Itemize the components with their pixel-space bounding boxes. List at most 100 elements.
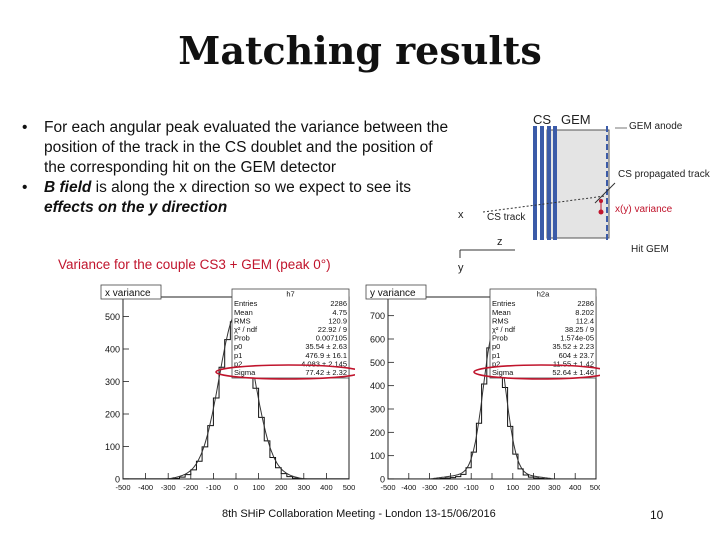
bullet-item-2: • B field is along the x direction so we… <box>22 178 452 218</box>
x-tick-label: 0 <box>490 483 494 492</box>
cs-propagated-line <box>594 182 616 204</box>
x-tick-label: 300 <box>548 483 561 492</box>
histogram-title: y variance <box>370 288 416 299</box>
stats-value: 2286 <box>330 299 347 308</box>
stats-key: χ² / ndf <box>234 325 258 334</box>
title-frame <box>100 284 162 300</box>
cs-track-line <box>482 195 606 213</box>
stats-value: 0.007105 <box>316 334 347 343</box>
slide-title: Matching results <box>178 28 542 73</box>
x-tick-label: -100 <box>464 483 479 492</box>
stats-value: 2286 <box>577 299 594 308</box>
stats-key: Sigma <box>492 368 514 377</box>
x-tick-label: 200 <box>527 483 540 492</box>
stats-histname: h2a <box>537 290 550 299</box>
sigma-highlight-ellipse <box>215 364 355 380</box>
stats-key: Mean <box>234 308 253 317</box>
stats-key: χ² / ndf <box>492 325 516 334</box>
gem-plane-1 <box>547 126 551 240</box>
stats-value: 38.25 / 9 <box>565 325 594 334</box>
gem-box <box>546 129 610 239</box>
y-tick-label: 400 <box>105 345 120 355</box>
histogram-title: x variance <box>105 288 151 299</box>
x-tick-label: -300 <box>161 483 176 492</box>
cs-plane-2 <box>540 126 544 240</box>
axis-x-label: x <box>458 209 464 221</box>
stats-frame <box>489 288 597 379</box>
stats-frame <box>231 288 350 379</box>
stats-value: 35.52 ± 2.23 <box>552 342 594 351</box>
stats-box: h2a Entries 2286 Mean 8.202 RMS 112.4 χ² / ndf 3… <box>473 288 600 380</box>
stats-value: 4.75 <box>332 308 347 317</box>
label-gem-anode: GEM anode <box>629 121 683 132</box>
x-tick-label: 100 <box>507 483 520 492</box>
x-tick-label: 500 <box>343 483 355 492</box>
y-tick-label: 500 <box>105 312 120 322</box>
stats-key: p2 <box>234 359 242 368</box>
page-number: 10 <box>650 508 664 522</box>
stats-box: h7 Entries 2286 Mean 4.75 RMS 120.9 χ² / ndf 22.… <box>215 288 355 380</box>
stats-value: 11.55 ± 1.42 <box>553 359 594 368</box>
y-tick-label: 500 <box>370 358 385 368</box>
x-tick-label: 400 <box>569 483 582 492</box>
bullet-emph-effects: effects on the y direction <box>44 199 228 216</box>
stats-value: 8.202 <box>575 308 594 317</box>
stats-key: p2 <box>492 359 500 368</box>
label-cs-propagated: CS propagated track <box>618 169 711 180</box>
y-tick-label: 300 <box>370 405 385 415</box>
stats-value: 77.42 ± 2.32 <box>305 368 347 377</box>
x-tick-label: 100 <box>252 483 265 492</box>
stats-key: p0 <box>492 342 500 351</box>
stats-key: Prob <box>492 334 508 343</box>
stats-value: 4.083 ± 2.145 <box>301 359 347 368</box>
x-tick-label: -200 <box>443 483 458 492</box>
stats-value: 1.574e-05 <box>560 334 594 343</box>
bullet-dot: • <box>22 179 28 196</box>
y-tick-label: 0 <box>115 475 120 485</box>
stats-key: RMS <box>492 316 509 325</box>
stats-key: RMS <box>234 316 251 325</box>
stats-key: p1 <box>492 351 500 360</box>
footer-text: 8th SHiP Collaboration Meeting - London … <box>222 508 496 520</box>
stats-value: 120.9 <box>328 316 347 325</box>
stats-value: 604 ± 23.7 <box>559 351 594 360</box>
x-tick-label: -100 <box>206 483 221 492</box>
x-tick-label: 200 <box>275 483 288 492</box>
stats-value: 35.54 ± 2.63 <box>305 342 347 351</box>
label-variance: x(y) variance <box>615 204 673 215</box>
y-tick-label: 100 <box>370 451 385 461</box>
x-tick-label: 400 <box>320 483 333 492</box>
stats-value: 22.92 / 9 <box>318 325 347 334</box>
bullet-dot: • <box>22 119 28 136</box>
stats-key: Entries <box>492 299 516 308</box>
plot-caption: Variance for the couple CS3 + GEM (peak … <box>58 257 331 272</box>
bullet-list: • For each angular peak evaluated the va… <box>22 118 452 218</box>
stats-key: p1 <box>234 351 242 360</box>
x-tick-label: -300 <box>422 483 437 492</box>
stats-key: Entries <box>234 299 258 308</box>
x-tick-label: -200 <box>183 483 198 492</box>
x-tick-label: 300 <box>298 483 311 492</box>
y-tick-label: 200 <box>370 428 385 438</box>
label-cs-track: CS track <box>487 212 526 223</box>
label-hit-gem: Hit GEM <box>631 244 669 255</box>
bullet-emph-b-field: B field <box>44 179 92 196</box>
stats-histname: h7 <box>286 290 294 299</box>
title-frame <box>365 284 427 300</box>
label-gem: GEM <box>561 112 591 127</box>
y-tick-label: 100 <box>105 442 120 452</box>
detector-diagram: CS GEM GEM anode CS propagated track x(y… <box>458 112 711 274</box>
sigma-highlight-ellipse <box>473 364 600 380</box>
x-tick-label: -400 <box>401 483 416 492</box>
stats-key: Mean <box>492 308 511 317</box>
stats-value: 476.9 ± 16.1 <box>305 351 347 360</box>
bullet-text-1: For each angular peak evaluated the vari… <box>44 119 449 176</box>
stats-key: Prob <box>234 334 250 343</box>
stats-value: 52.64 ± 1.46 <box>552 368 594 377</box>
y-variance-histogram: y variance 0 100 200 300 400 500 600 700 -500 -400… <box>365 284 600 492</box>
x-tick-label: -500 <box>380 483 395 492</box>
y-tick-label: 600 <box>370 335 385 345</box>
x-tick-label: -500 <box>115 483 130 492</box>
histogram-title-box: y variance <box>365 284 427 300</box>
y-tick-label: 0 <box>380 475 385 485</box>
